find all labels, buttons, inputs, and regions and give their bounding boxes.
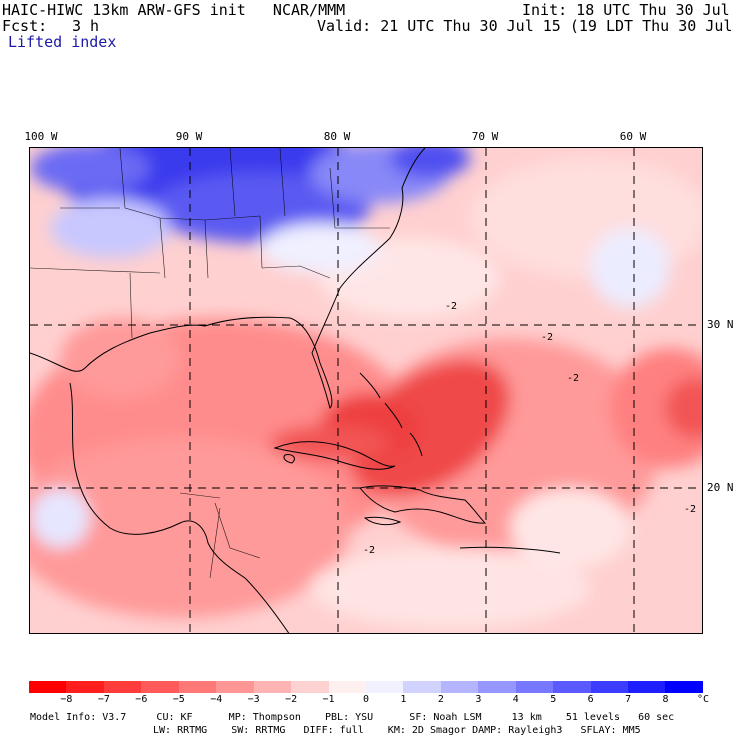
colorbar-tick-label: 3 <box>475 694 482 705</box>
colorbar-cell <box>66 681 104 693</box>
coastlines <box>30 148 561 633</box>
colorbar-cell <box>178 681 217 693</box>
contour-label: -2 <box>445 301 457 312</box>
colorbar-tick-label: −3 <box>247 694 260 705</box>
contour-labels: -2 -2 -2 -2 -2 <box>363 301 696 556</box>
colorbar-tick-label: −5 <box>172 694 185 705</box>
forecast-label: Fcst: <box>2 17 48 35</box>
colorbar-cell <box>478 681 516 693</box>
colorbar-tick-label: 6 <box>587 694 594 705</box>
init-time: Init: 18 UTC Thu 30 Jul 15 <box>522 1 740 19</box>
colorbar-unit: °C <box>697 694 710 705</box>
colorbar-tick-label: −7 <box>97 694 110 705</box>
colorbar-tick-label: 0 <box>362 694 370 705</box>
lat-label-20n: 20 N <box>707 481 734 494</box>
model-info-line1: Model Info: V3.7 CU: KF MP: Thompson PBL… <box>30 712 675 723</box>
colorbar-cell <box>628 681 666 693</box>
colorbar-cell <box>665 681 703 693</box>
colorbar-labels: −8 −7 −6 −5 −4 −3 −2 −1 0 1 2 3 4 5 6 7 8 <box>29 694 703 706</box>
lon-label-60w: 60 W <box>619 130 647 143</box>
colorbar-cell <box>103 681 142 693</box>
colorbar-tick-label: −8 <box>60 694 73 705</box>
lon-label-70w: 70 W <box>471 130 499 143</box>
contour-label: -2 <box>541 332 553 343</box>
colorbar <box>29 681 703 693</box>
colorbar-cell <box>29 681 67 693</box>
colorbar-cell <box>365 681 404 693</box>
plot-title: HAIC-HIWC 13km ARW-GFS init NCAR/MMM <box>2 1 346 19</box>
colorbar-cell <box>291 681 329 693</box>
colorbar-cell <box>253 681 292 693</box>
colorbar-tick-label: 2 <box>437 694 444 705</box>
lifted-index-map: -2 -2 -2 -2 -2 <box>29 147 703 634</box>
lat-label-30n: 30 N <box>707 318 734 331</box>
colorbar-tick-label: −6 <box>135 694 148 705</box>
colorbar-tick-label: 7 <box>625 694 632 705</box>
colorbar-cell <box>216 681 254 693</box>
colorbar-tick-label: 5 <box>550 694 557 705</box>
lon-label-100w: 100 W <box>24 130 58 143</box>
colorbar-cell <box>403 681 441 693</box>
forecast-hour: 3 h <box>72 17 100 35</box>
colorbar-tick-label: −2 <box>285 694 298 705</box>
colorbar-cell <box>440 681 479 693</box>
political-borders <box>30 148 390 579</box>
colorbar-tick-label: −4 <box>210 694 223 705</box>
lon-label-90w: 90 W <box>175 130 203 143</box>
colorbar-cell <box>141 681 179 693</box>
lon-label-80w: 80 W <box>323 130 351 143</box>
colorbar-tick-label: 4 <box>512 694 519 705</box>
field-name: Lifted index <box>8 33 117 51</box>
colorbar-tick-label: 1 <box>400 694 407 705</box>
colorbar-cell <box>590 681 628 693</box>
colorbar-cell <box>553 681 591 693</box>
map-canvas: -2 -2 -2 -2 -2 <box>30 148 702 633</box>
model-info-line2: LW: RRTMG SW: RRTMG DIFF: full KM: 2D Sm… <box>153 725 641 736</box>
colorbar-tick-label: 8 <box>662 694 669 705</box>
valid-time: Valid: 21 UTC Thu 30 Jul 15 (19 LDT Thu … <box>317 17 740 35</box>
contour-label: -2 <box>567 373 579 384</box>
colorbar-cell <box>328 681 366 693</box>
lat-lon-grid <box>30 148 702 633</box>
contour-label: -2 <box>684 504 696 515</box>
colorbar-tick-label: −1 <box>322 694 335 705</box>
colorbar-cell <box>515 681 554 693</box>
contour-label: -2 <box>363 545 375 556</box>
